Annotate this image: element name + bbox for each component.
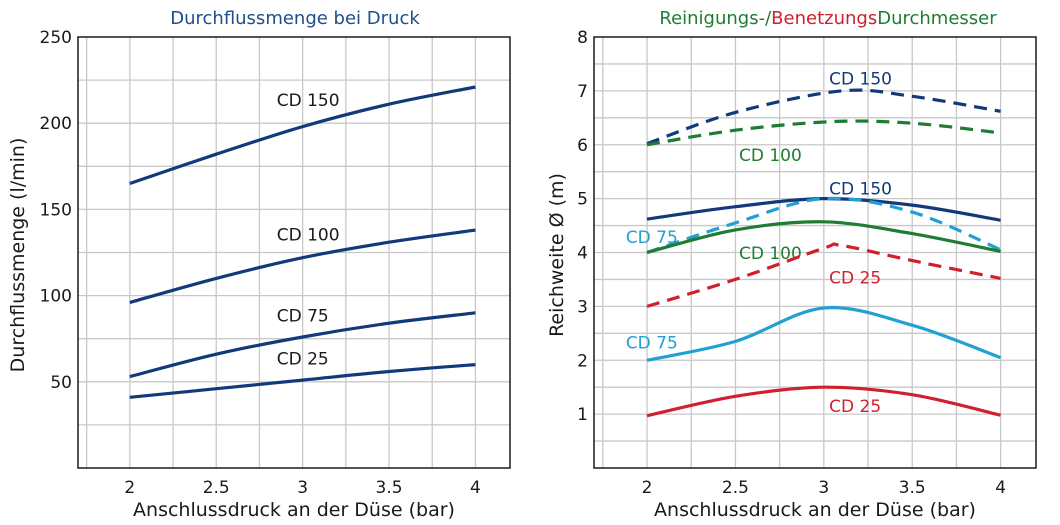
series-line — [129, 228, 476, 305]
x-tick-label: 2 — [642, 478, 653, 498]
chart-title: Durchflussmenge bei Druck — [170, 8, 420, 29]
y-axis-label: Reichweite Ø (m) — [546, 173, 568, 337]
chart-title: Reinigungs-/BenetzungsDurchmesser — [659, 8, 997, 29]
x-tick-label: 3.5 — [376, 478, 403, 498]
x-axis-label: Anschlussdruck an der Düse (bar) — [654, 499, 976, 521]
series-line — [646, 88, 1001, 146]
y-tick-label: 200 — [40, 114, 72, 134]
y-tick-label: 150 — [40, 200, 72, 220]
chart-title-part: Reinigungs-/ — [659, 8, 772, 29]
y-tick-label: 8 — [577, 28, 588, 48]
x-tick-label: 2.5 — [203, 478, 230, 498]
series-label: CD 75 — [626, 228, 678, 248]
x-tick-label: 3.5 — [899, 478, 926, 498]
chart-title-part: Durchmesser — [877, 8, 997, 29]
series-line — [129, 85, 476, 186]
series-line — [646, 196, 1002, 255]
x-axis-label: Anschlussdruck an der Düse (bar) — [133, 499, 455, 521]
y-tick-label: 1 — [577, 405, 588, 425]
y-tick-label: 2 — [577, 351, 588, 371]
series-label: CD 150 — [829, 179, 892, 199]
y-tick-label: 6 — [577, 136, 588, 156]
y-axis-label: Durchflussmenge (l/min) — [7, 138, 29, 373]
grid-lines — [594, 37, 1036, 468]
x-tick-label: 4 — [995, 478, 1006, 498]
series-line — [646, 196, 1001, 222]
y-tick-label: 3 — [577, 297, 588, 317]
x-tick-label: 2 — [124, 478, 135, 498]
series-line — [646, 242, 1001, 308]
series-label: CD 150 — [277, 91, 340, 111]
x-tick-label: 2.5 — [722, 478, 749, 498]
series-label: CD 25 — [829, 397, 881, 417]
x-tick-label: 3 — [818, 478, 829, 498]
plot-frame — [77, 36, 511, 469]
y-tick-label: 100 — [40, 287, 72, 307]
series-line — [646, 220, 1001, 255]
series-label: CD 100 — [739, 244, 802, 264]
series-line — [129, 363, 476, 399]
series-label: CD 25 — [829, 269, 881, 289]
y-tick-label: 250 — [40, 28, 72, 48]
series-label: CD 25 — [277, 350, 329, 370]
series-label: CD 100 — [277, 225, 340, 245]
series-label: CD 100 — [739, 146, 802, 166]
series-label: CD 150 — [829, 69, 892, 89]
series-label: CD 75 — [626, 333, 678, 353]
x-tick-label: 3 — [297, 478, 308, 498]
series-line — [646, 119, 1001, 147]
series-line — [646, 385, 1001, 418]
flow-rate-chart: Durchflussmenge bei Druck 2 2.5 3 3.5 4 50 100 1… — [7, 8, 511, 521]
spray-diameter-chart: Reinigungs-/BenetzungsDurchmesser 2 2.5 3 3.… — [546, 8, 1037, 521]
plot-frame — [593, 36, 1037, 469]
series-label: CD 75 — [277, 306, 329, 326]
y-tick-label: 4 — [577, 244, 588, 264]
chart-title-part: Benetzungs — [771, 8, 877, 29]
series-line — [646, 306, 1002, 362]
y-tick-label: 50 — [50, 373, 72, 393]
y-tick-label: 7 — [577, 82, 588, 102]
x-tick-label: 4 — [470, 478, 481, 498]
y-tick-label: 5 — [577, 190, 588, 210]
series-line — [129, 311, 476, 379]
